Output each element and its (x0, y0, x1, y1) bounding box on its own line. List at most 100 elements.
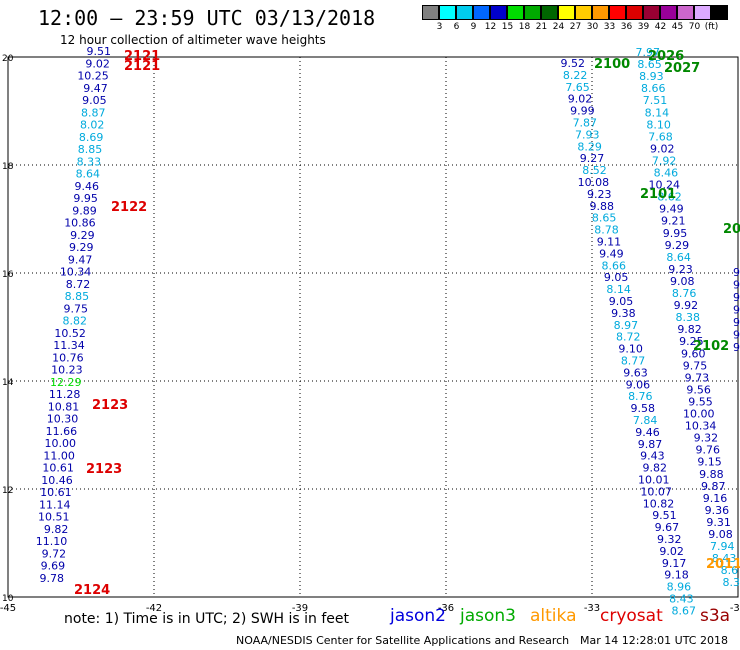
swh-value-label: 9.18 (664, 569, 689, 582)
swh-value-label: 9.43 (640, 450, 665, 463)
pass-time-label: 2123 (86, 462, 122, 477)
swh-value-label: 9.73 (685, 371, 710, 384)
swh-value-label: 11.00 (43, 449, 75, 462)
swh-value-label: 9.05 (609, 295, 634, 308)
swh-value-label: 9.99 (570, 105, 595, 118)
page-title: 12:00 – 23:59 UTC 03/13/2018 (38, 6, 376, 30)
swh-value-label: 8.76 (628, 390, 653, 403)
legend-label: 6 (453, 22, 460, 32)
legend-label: 39 (637, 22, 650, 32)
swh-value-label: 9.46 (74, 180, 99, 193)
swh-value-label: 8.93 (639, 70, 664, 83)
swh-value-label: 11.10 (36, 535, 68, 548)
legend-label: 45 (671, 22, 684, 32)
swh-value-label: 10.23 (51, 364, 83, 377)
y-tick-label: 10 (2, 594, 14, 604)
swh-value-label: 8.65 (637, 58, 662, 71)
swh-value-label: 8.82 (62, 315, 87, 328)
swh-value-label: 9.72 (42, 547, 67, 560)
swh-value-label: 10.24 (649, 179, 681, 192)
swh-value-label: 8.96 (667, 581, 692, 594)
x-tick-label: -33 (584, 603, 600, 614)
legend-label: 12 (484, 22, 497, 32)
swh-value-label: 9.60 (681, 347, 706, 360)
x-tick-label: -45 (0, 603, 16, 614)
swh-value-label: 9.52 (561, 57, 586, 70)
page-subtitle: 12 hour collection of altimeter wave hei… (60, 33, 326, 47)
swh-value-label: 9.49 (659, 203, 684, 216)
swh-value-label: 8.02 (80, 119, 105, 132)
swh-value-label: 9.89 (72, 204, 97, 217)
swh-value-label: 9.78 (40, 572, 65, 585)
swh-value-label: 8.3 (723, 576, 740, 589)
legend-swatch (473, 5, 490, 20)
swh-value-label: 9.87 (701, 480, 726, 493)
swh-value-label: 9.58 (630, 402, 655, 415)
swh-value-label: 8.85 (65, 290, 90, 303)
legend-label: 24 (552, 22, 565, 32)
swh-value-label: 11.28 (49, 388, 81, 401)
legend-label: (ft) (704, 22, 719, 32)
swh-value-label: 9.88 (699, 468, 724, 481)
legend-label: 30 (586, 22, 599, 32)
swh-value-label: 10.34 (685, 420, 717, 433)
swh-value-label: 10.52 (54, 327, 86, 340)
swh-value-label: 9.76 (696, 444, 721, 457)
x-tick-label: -39 (292, 603, 308, 614)
legend-s3a: s3a (700, 606, 731, 626)
swh-value-label: 10.00 (683, 408, 715, 421)
pass-time-label: 2121 (124, 59, 160, 74)
swh-value-label: 10.81 (48, 400, 80, 413)
swh-value-label: 10.07 (640, 485, 672, 498)
swh-value-label: 8.66 (641, 82, 666, 95)
swh-value-label: 9.87 (638, 438, 663, 451)
y-tick-label: 14 (2, 378, 14, 388)
swh-value-label: 10.76 (52, 351, 84, 364)
y-tick-label: 16 (2, 270, 14, 280)
pass-time-label: 2027 (664, 61, 700, 76)
swh-value-label: 9.75 (64, 302, 89, 315)
swh-value-label: 9.47 (68, 253, 93, 266)
swh-value-label: 11.14 (39, 498, 71, 511)
swh-value-label: 11.34 (53, 339, 85, 352)
legend-swatch (592, 5, 609, 20)
legend-label: 15 (501, 22, 514, 32)
legend-swatch (541, 5, 558, 20)
swh-value-label: 9.75 (683, 359, 708, 372)
swh-value-label: 9 (733, 266, 740, 279)
swh-value-label: 9.92 (674, 299, 699, 312)
legend-swatch (626, 5, 643, 20)
swh-value-label: 10.61 (40, 486, 72, 499)
swh-value-label: 9.31 (706, 516, 731, 529)
swh-value-label: 9.21 (661, 215, 686, 228)
swh-value-label: 9.56 (686, 383, 711, 396)
swh-value-label: 9.08 (708, 528, 733, 541)
swh-value-label: 9.49 (599, 247, 624, 260)
legend-swatch (711, 5, 728, 20)
swh-value-label: 10.00 (45, 437, 77, 450)
swh-value-label: 8.14 (606, 283, 631, 296)
swh-value-label: 10.01 (638, 474, 670, 487)
swh-value-label: 9.05 (82, 94, 107, 107)
swh-value-label: 8.29 (577, 140, 602, 153)
swh-value-label: 9.11 (597, 236, 622, 249)
legend-label: 9 (470, 22, 477, 32)
swh-value-label: 8.6 (721, 564, 739, 577)
swh-value-label: 10.30 (47, 413, 79, 426)
legend-altika: altika (530, 606, 577, 626)
swh-value-label: 9.15 (697, 456, 722, 469)
swh-value-label: 9.51 (652, 509, 677, 522)
swh-value-label: 10.61 (42, 462, 74, 475)
x-tick-label: -30 (730, 603, 740, 614)
swh-value-label: 8.65 (592, 212, 617, 225)
swh-value-label: 8.43 (712, 552, 737, 565)
swh-value-label: 9.02 (659, 545, 684, 558)
swh-value-label: 8.72 (66, 278, 91, 291)
legend-swatch (677, 5, 694, 20)
pass-time-label: 2011 (706, 557, 740, 572)
legend-swatch (643, 5, 660, 20)
swh-value-label: 11.66 (46, 425, 78, 438)
legend-swatch (524, 5, 541, 20)
swh-value-label: 9.36 (705, 504, 730, 517)
swh-value-label: 8.72 (616, 331, 641, 344)
